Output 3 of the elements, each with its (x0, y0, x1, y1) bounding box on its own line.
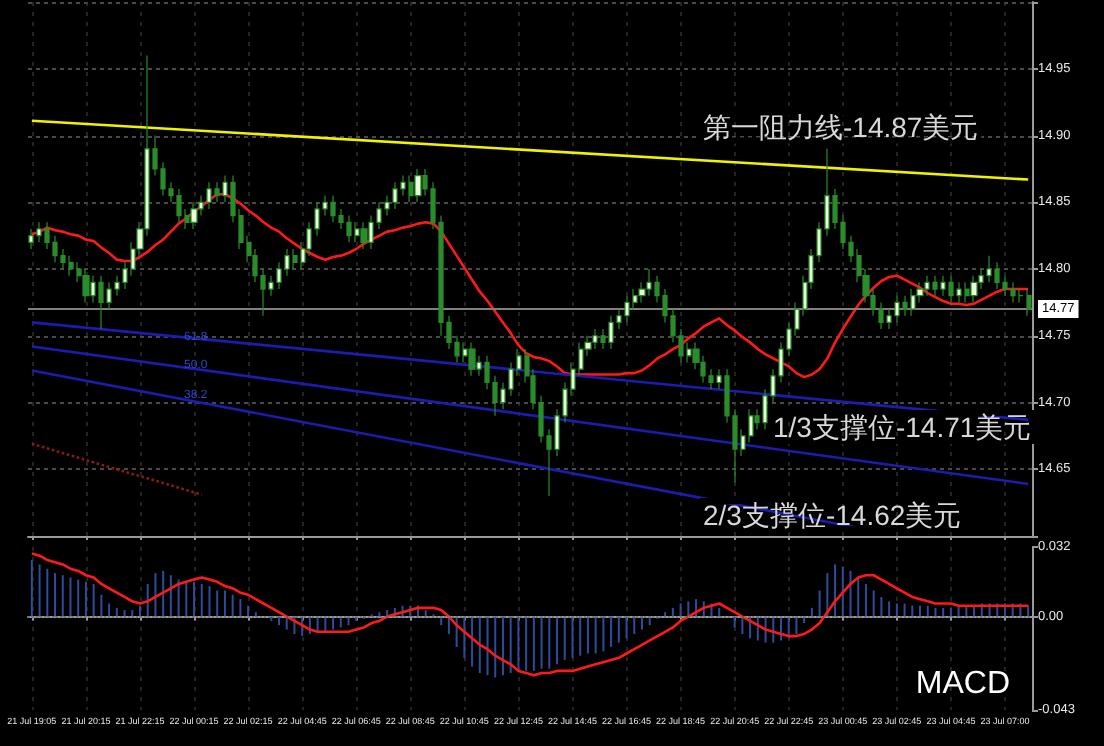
annotation: 第一阻力线-14.87美元 (703, 110, 979, 143)
text: MACD (915, 667, 1010, 701)
annotation: 1/3支撑位-14.71美元 (773, 411, 1032, 443)
